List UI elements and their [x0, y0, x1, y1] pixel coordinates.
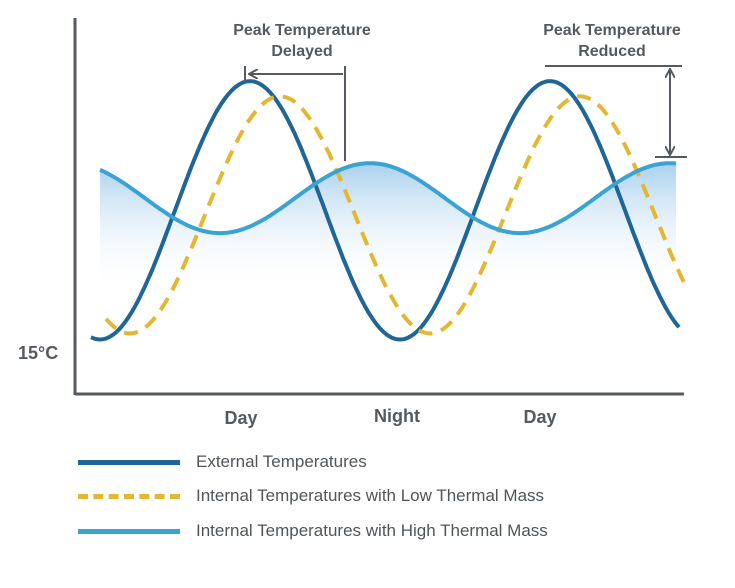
x-tick-label-day-1: Day: [224, 408, 258, 428]
series-high-mass-line: [99, 161, 677, 236]
legend-label-external: External Temperatures: [196, 452, 367, 471]
annotation-reduced: Peak Temperature Reduced: [522, 20, 702, 62]
annotation-delayed: Peak Temperature Delayed: [212, 20, 392, 62]
legend-label-low-mass: Internal Temperatures with Low Thermal M…: [196, 486, 545, 505]
series-low-mass-line: [104, 94, 687, 336]
legend-item-high-mass: Internal Temperatures with High Thermal …: [78, 519, 548, 543]
legend-item-external: External Temperatures: [78, 450, 367, 474]
legend-swatch-external: [78, 459, 180, 465]
annotation-delayed-line2: Delayed: [271, 43, 333, 60]
y-tick-label: 15°C: [18, 343, 59, 363]
series-external-line: [90, 79, 681, 342]
annotation-reduced-line2: Reduced: [578, 43, 646, 60]
legend-swatch-high-mass: [78, 528, 180, 534]
x-tick-label-night: Night: [374, 406, 420, 426]
legend-item-low-mass: Internal Temperatures with Low Thermal M…: [78, 484, 544, 508]
legend-label-high-mass: Internal Temperatures with High Thermal …: [196, 521, 548, 540]
annotation-reduced-line1: Peak Temperature: [543, 22, 681, 39]
legend-swatch-low-mass: [78, 493, 180, 499]
high-mass-area-fill: [100, 163, 676, 291]
annotation-delayed-line1: Peak Temperature: [233, 22, 371, 39]
x-tick-label-day-2: Day: [523, 407, 557, 427]
